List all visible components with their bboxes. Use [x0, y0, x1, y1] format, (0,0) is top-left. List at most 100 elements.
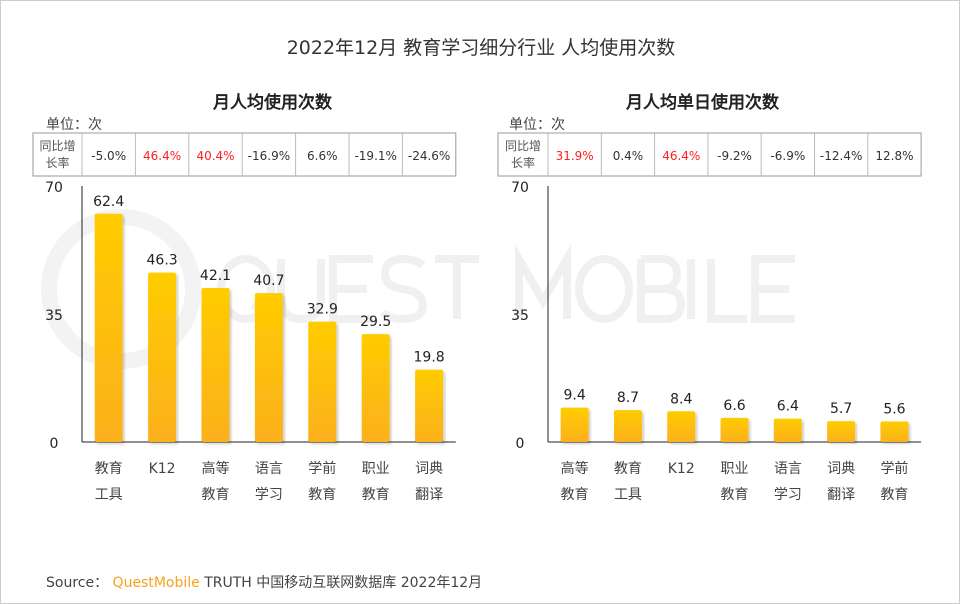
growth-value: -6.9%: [770, 149, 805, 163]
x-tick-label: 工具: [95, 487, 123, 503]
bar: [667, 411, 696, 442]
watermark-letter: [637, 255, 686, 323]
x-tick-label: 职业: [362, 461, 390, 477]
growth-value: -16.9%: [248, 149, 290, 163]
growth-header: 长率: [511, 155, 535, 170]
x-tick-label: 教育: [721, 487, 749, 503]
watermark-letter: [329, 255, 373, 323]
watermark-letter: [379, 254, 428, 324]
data-label: 29.5: [360, 314, 391, 330]
data-label: 9.4: [564, 388, 586, 404]
x-tick-label: 教育: [95, 461, 123, 477]
right-chart-title: 月人均单日使用次数: [626, 93, 779, 113]
growth-value: 40.4%: [196, 149, 234, 163]
growth-table: [32, 132, 457, 177]
growth-value: -24.6%: [408, 149, 450, 163]
growth-value: -5.0%: [91, 149, 126, 163]
data-label: 5.6: [883, 402, 905, 418]
bar: [773, 418, 802, 442]
bar: [94, 213, 123, 442]
data-label: 8.7: [617, 390, 639, 406]
x-tick-label: 工具: [614, 487, 642, 503]
watermark-letter: [751, 255, 795, 323]
watermark-letter: [435, 255, 479, 319]
y-tick-label: 70: [511, 180, 529, 196]
growth-value: 6.6%: [307, 149, 338, 163]
x-tick-label: 高等: [561, 460, 589, 477]
x-tick-label: 教育: [202, 487, 230, 503]
bar: [560, 407, 589, 442]
x-tick-label: 学前: [308, 460, 336, 477]
growth-header: 长率: [45, 155, 69, 170]
data-label: 46.3: [147, 253, 178, 269]
source-text: TRUTH 中国移动互联网数据库 2022年12月: [204, 575, 483, 591]
x-tick-label: K12: [668, 461, 695, 477]
y-tick-label: 0: [516, 436, 525, 452]
x-tick-label: 语言: [255, 461, 283, 477]
growth-header: 同比增: [505, 139, 541, 153]
y-tick-label: 35: [511, 308, 529, 324]
x-tick-label: 翻译: [415, 487, 443, 503]
y-tick-label: 0: [50, 436, 59, 452]
growth-value: 46.4%: [143, 149, 181, 163]
x-tick-label: 教育: [362, 487, 390, 503]
bar: [308, 321, 337, 442]
source-note: Source： QuestMobile TRUTH 中国移动互联网数据库 202…: [46, 572, 482, 592]
bar: [254, 293, 283, 442]
data-label: 6.6: [723, 398, 745, 414]
x-tick-label: 学习: [774, 487, 802, 503]
bar: [201, 288, 230, 442]
data-label: 6.4: [777, 399, 799, 415]
bar: [148, 272, 177, 442]
x-tick-label: 职业: [721, 461, 749, 477]
watermark-letter: [707, 259, 747, 323]
x-tick-label: 词典: [415, 461, 443, 477]
data-label: 42.1: [200, 268, 231, 284]
bar: [827, 421, 856, 442]
x-tick-label: 教育: [880, 487, 908, 503]
watermark-letter: [515, 243, 571, 319]
x-tick-label: K12: [149, 461, 176, 477]
growth-value: 46.4%: [662, 149, 700, 163]
x-tick-label: 语言: [774, 461, 802, 477]
page-title: 2022年12月 教育学习细分行业 人均使用次数: [286, 37, 676, 59]
growth-value: -9.2%: [717, 149, 752, 163]
source-label: Source：: [46, 575, 109, 591]
y-tick-label: 35: [45, 308, 63, 324]
growth-value: 0.4%: [613, 149, 644, 163]
data-label: 40.7: [253, 273, 284, 289]
right-unit-label: 单位：次: [509, 117, 565, 133]
data-label: 32.9: [307, 302, 338, 318]
bar: [720, 417, 749, 442]
left-unit-label: 单位：次: [46, 117, 102, 133]
bar: [415, 369, 444, 442]
source-brand: QuestMobile: [112, 575, 200, 591]
x-tick-label: 教育: [308, 487, 336, 503]
growth-header: 同比增: [39, 139, 75, 153]
data-label: 5.7: [830, 401, 852, 417]
x-tick-label: 学前: [880, 460, 908, 477]
bar: [613, 410, 642, 442]
left-chart-title: 月人均使用次数: [213, 93, 332, 113]
growth-value: -19.1%: [354, 149, 396, 163]
y-tick-label: 70: [45, 180, 63, 196]
x-tick-label: 学习: [255, 487, 283, 503]
bar: [880, 421, 909, 442]
x-tick-label: 高等: [202, 460, 230, 477]
x-tick-label: 教育: [561, 487, 589, 503]
watermark-letter: [575, 255, 633, 323]
growth-table: [497, 132, 922, 177]
growth-value: 12.8%: [875, 149, 913, 163]
data-label: 8.4: [670, 391, 692, 407]
x-tick-label: 词典: [827, 461, 855, 477]
data-label: 19.8: [414, 350, 445, 366]
data-label: 62.4: [93, 194, 124, 210]
x-tick-label: 教育: [614, 461, 642, 477]
x-tick-label: 翻译: [827, 487, 855, 503]
growth-value: 31.9%: [556, 149, 594, 163]
bar: [361, 334, 390, 442]
growth-value: -12.4%: [820, 149, 862, 163]
